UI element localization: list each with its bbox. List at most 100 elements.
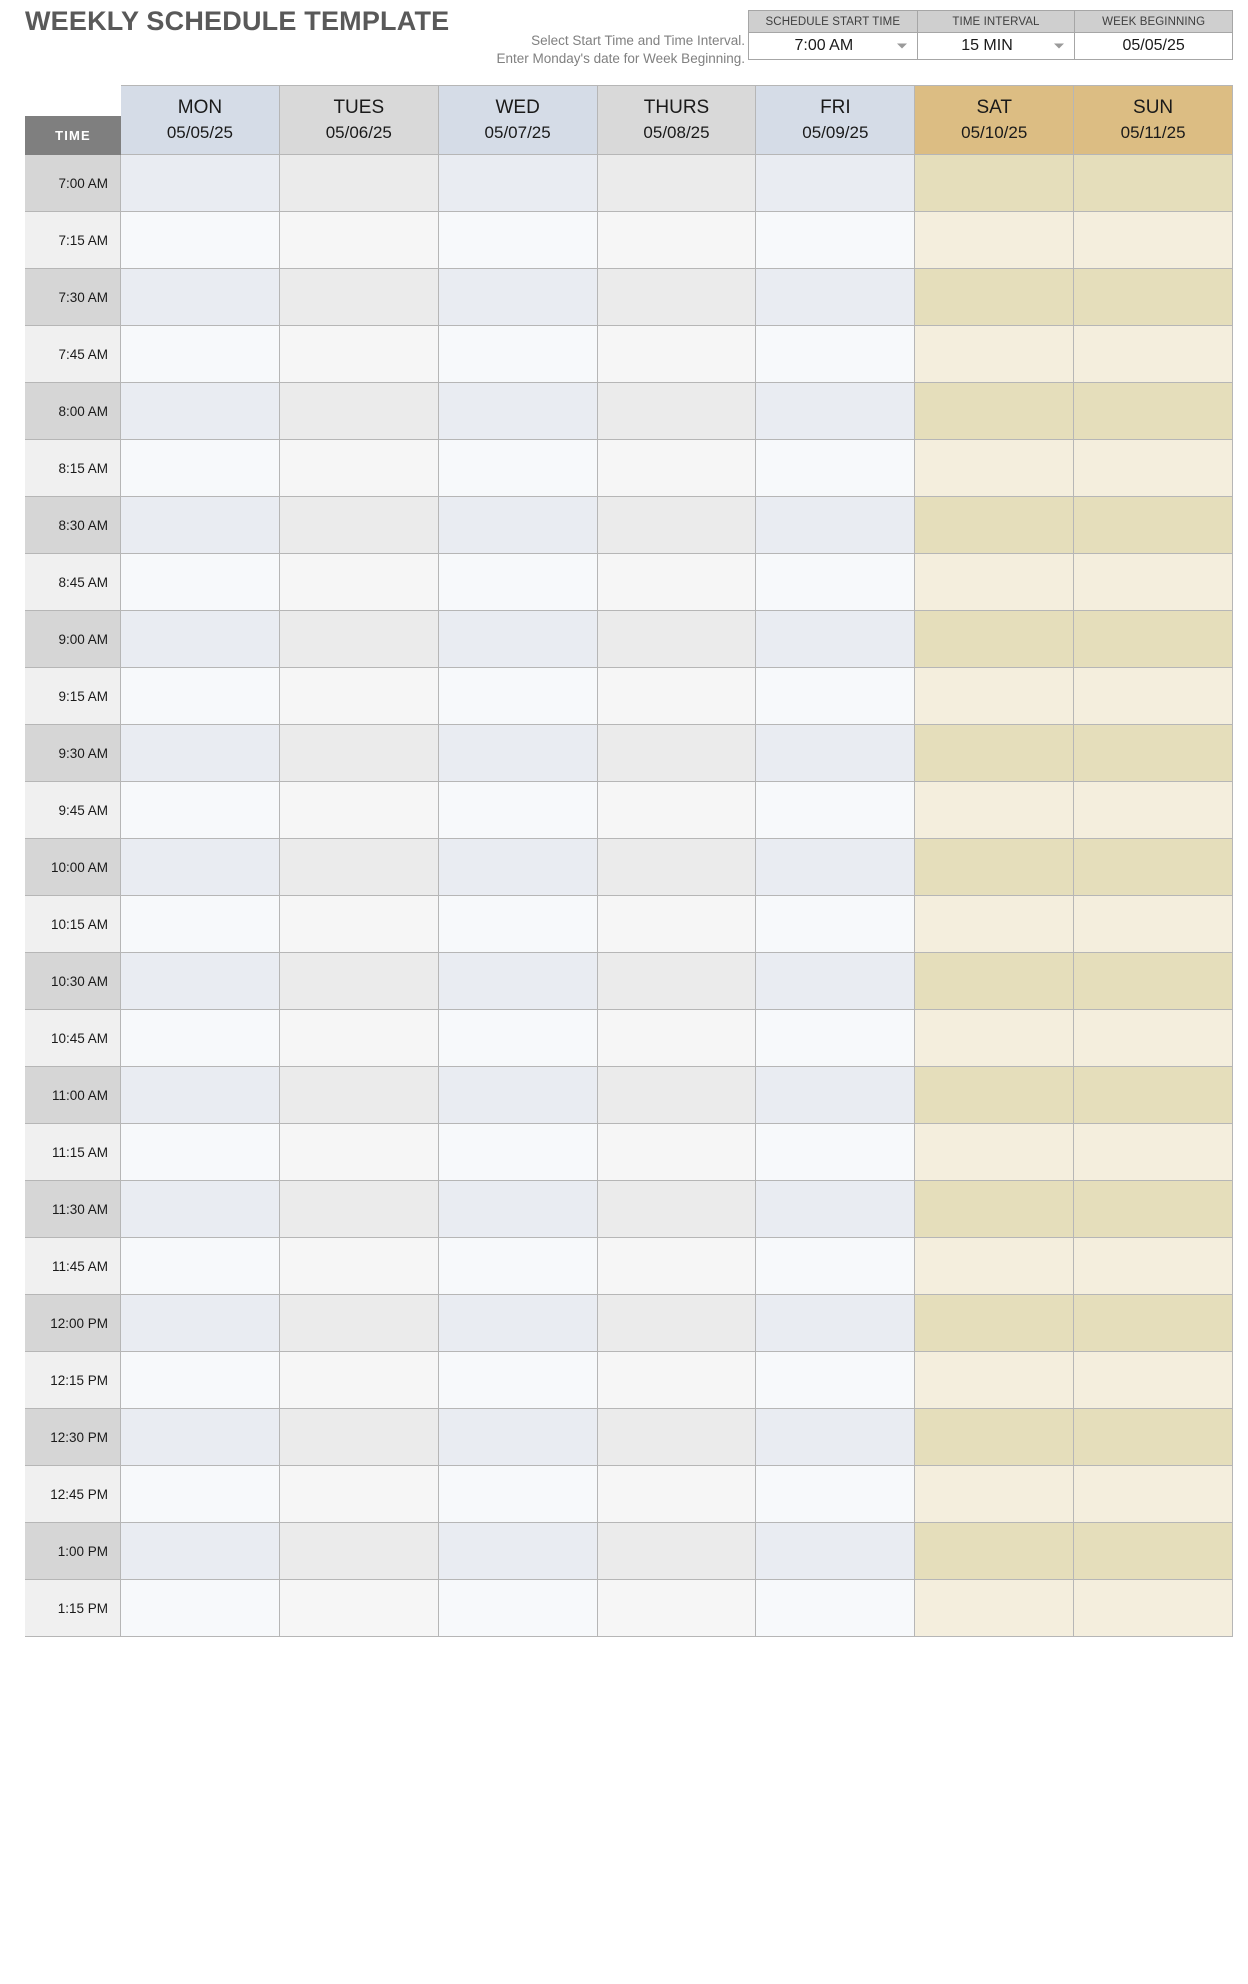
schedule-slot-cell[interactable] <box>1074 1238 1234 1295</box>
schedule-slot-cell[interactable] <box>756 1580 916 1637</box>
schedule-slot-cell[interactable] <box>1074 782 1234 839</box>
schedule-slot-cell[interactable] <box>597 326 757 383</box>
schedule-slot-cell[interactable] <box>915 1466 1075 1523</box>
schedule-slot-cell[interactable] <box>121 1352 280 1409</box>
schedule-slot-cell[interactable] <box>121 1124 280 1181</box>
schedule-slot-cell[interactable] <box>121 896 280 953</box>
schedule-slot-cell[interactable] <box>121 440 280 497</box>
schedule-slot-cell[interactable] <box>597 1352 757 1409</box>
schedule-slot-cell[interactable] <box>597 1181 757 1238</box>
schedule-slot-cell[interactable] <box>1074 383 1234 440</box>
schedule-slot-cell[interactable] <box>756 326 916 383</box>
schedule-slot-cell[interactable] <box>121 269 280 326</box>
schedule-slot-cell[interactable] <box>756 1352 916 1409</box>
schedule-slot-cell[interactable] <box>756 668 916 725</box>
schedule-slot-cell[interactable] <box>121 155 280 212</box>
schedule-slot-cell[interactable] <box>438 1523 598 1580</box>
schedule-slot-cell[interactable] <box>597 1124 757 1181</box>
schedule-slot-cell[interactable] <box>279 1010 439 1067</box>
schedule-slot-cell[interactable] <box>279 1523 439 1580</box>
schedule-slot-cell[interactable] <box>438 269 598 326</box>
schedule-slot-cell[interactable] <box>756 440 916 497</box>
schedule-slot-cell[interactable] <box>279 1295 439 1352</box>
schedule-slot-cell[interactable] <box>279 896 439 953</box>
schedule-slot-cell[interactable] <box>438 212 598 269</box>
schedule-slot-cell[interactable] <box>121 611 280 668</box>
schedule-slot-cell[interactable] <box>1074 155 1234 212</box>
schedule-slot-cell[interactable] <box>121 1580 280 1637</box>
schedule-slot-cell[interactable] <box>279 1238 439 1295</box>
week-beginning-input[interactable]: 05/05/25 <box>1075 33 1232 59</box>
schedule-slot-cell[interactable] <box>915 155 1075 212</box>
schedule-slot-cell[interactable] <box>915 554 1075 611</box>
schedule-slot-cell[interactable] <box>438 1409 598 1466</box>
schedule-slot-cell[interactable] <box>438 896 598 953</box>
schedule-slot-cell[interactable] <box>279 269 439 326</box>
chevron-down-icon[interactable] <box>896 43 907 49</box>
time-interval-select[interactable]: 15 MIN <box>917 33 1075 59</box>
schedule-slot-cell[interactable] <box>915 440 1075 497</box>
schedule-slot-cell[interactable] <box>121 1523 280 1580</box>
schedule-slot-cell[interactable] <box>438 1295 598 1352</box>
chevron-down-icon[interactable] <box>1054 43 1065 49</box>
schedule-slot-cell[interactable] <box>597 1067 757 1124</box>
schedule-slot-cell[interactable] <box>438 953 598 1010</box>
schedule-slot-cell[interactable] <box>279 725 439 782</box>
schedule-slot-cell[interactable] <box>756 1010 916 1067</box>
schedule-slot-cell[interactable] <box>597 839 757 896</box>
schedule-slot-cell[interactable] <box>915 1295 1075 1352</box>
schedule-slot-cell[interactable] <box>279 1466 439 1523</box>
schedule-slot-cell[interactable] <box>438 1352 598 1409</box>
schedule-slot-cell[interactable] <box>915 1352 1075 1409</box>
schedule-slot-cell[interactable] <box>438 554 598 611</box>
schedule-slot-cell[interactable] <box>756 839 916 896</box>
schedule-slot-cell[interactable] <box>1074 1409 1234 1466</box>
schedule-slot-cell[interactable] <box>915 497 1075 554</box>
schedule-slot-cell[interactable] <box>438 1466 598 1523</box>
schedule-slot-cell[interactable] <box>121 1238 280 1295</box>
schedule-slot-cell[interactable] <box>279 782 439 839</box>
schedule-slot-cell[interactable] <box>121 212 280 269</box>
schedule-slot-cell[interactable] <box>438 1580 598 1637</box>
schedule-slot-cell[interactable] <box>597 155 757 212</box>
schedule-slot-cell[interactable] <box>915 725 1075 782</box>
schedule-slot-cell[interactable] <box>915 896 1075 953</box>
schedule-slot-cell[interactable] <box>121 1466 280 1523</box>
schedule-slot-cell[interactable] <box>279 1181 439 1238</box>
schedule-slot-cell[interactable] <box>438 782 598 839</box>
schedule-slot-cell[interactable] <box>915 1124 1075 1181</box>
schedule-slot-cell[interactable] <box>597 1580 757 1637</box>
schedule-slot-cell[interactable] <box>279 554 439 611</box>
schedule-slot-cell[interactable] <box>279 440 439 497</box>
schedule-slot-cell[interactable] <box>279 1124 439 1181</box>
schedule-slot-cell[interactable] <box>438 1010 598 1067</box>
schedule-slot-cell[interactable] <box>915 782 1075 839</box>
schedule-slot-cell[interactable] <box>121 839 280 896</box>
schedule-slot-cell[interactable] <box>915 1010 1075 1067</box>
schedule-slot-cell[interactable] <box>1074 212 1234 269</box>
schedule-slot-cell[interactable] <box>756 269 916 326</box>
schedule-slot-cell[interactable] <box>438 440 598 497</box>
schedule-slot-cell[interactable] <box>1074 668 1234 725</box>
schedule-slot-cell[interactable] <box>597 383 757 440</box>
schedule-slot-cell[interactable] <box>756 554 916 611</box>
schedule-slot-cell[interactable] <box>597 440 757 497</box>
schedule-slot-cell[interactable] <box>438 611 598 668</box>
schedule-slot-cell[interactable] <box>1074 497 1234 554</box>
schedule-slot-cell[interactable] <box>279 668 439 725</box>
schedule-slot-cell[interactable] <box>279 953 439 1010</box>
schedule-slot-cell[interactable] <box>597 212 757 269</box>
schedule-slot-cell[interactable] <box>279 1352 439 1409</box>
schedule-slot-cell[interactable] <box>597 1466 757 1523</box>
schedule-slot-cell[interactable] <box>121 1181 280 1238</box>
schedule-slot-cell[interactable] <box>756 953 916 1010</box>
schedule-slot-cell[interactable] <box>915 326 1075 383</box>
schedule-slot-cell[interactable] <box>597 554 757 611</box>
schedule-slot-cell[interactable] <box>279 1067 439 1124</box>
schedule-slot-cell[interactable] <box>438 668 598 725</box>
schedule-slot-cell[interactable] <box>915 1580 1075 1637</box>
schedule-slot-cell[interactable] <box>915 668 1075 725</box>
schedule-slot-cell[interactable] <box>756 1181 916 1238</box>
schedule-slot-cell[interactable] <box>1074 611 1234 668</box>
schedule-slot-cell[interactable] <box>597 1238 757 1295</box>
